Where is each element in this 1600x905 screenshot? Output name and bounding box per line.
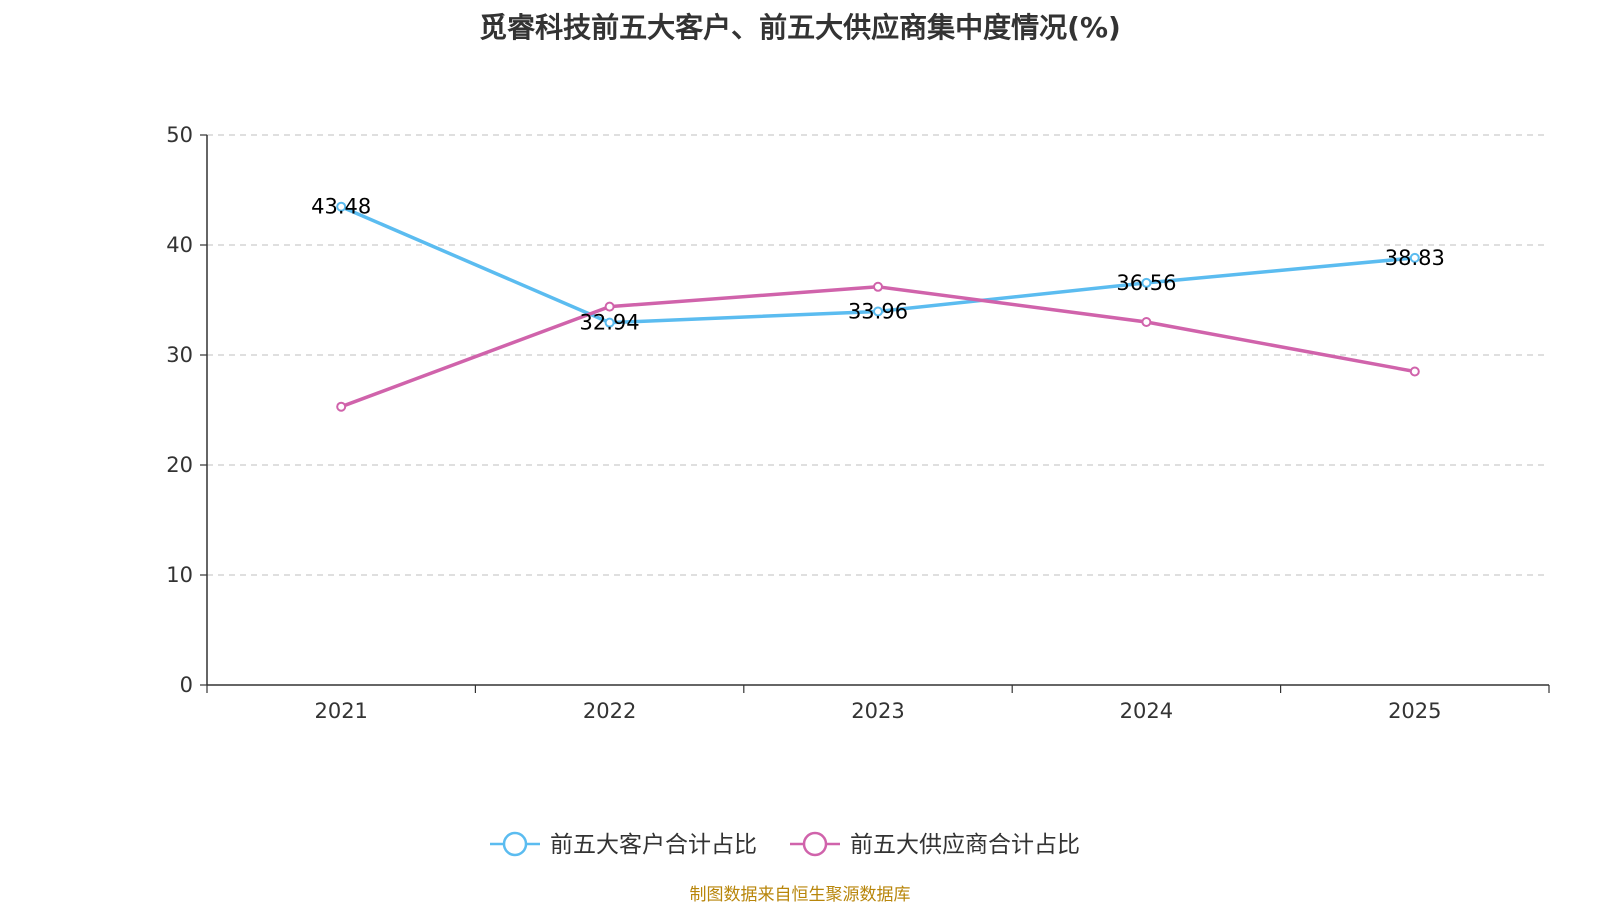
axes: 0 10 20 30 40 50 2021 2022 2023 2024 2025 [166,123,1550,723]
data-point-series2-2021[interactable] [336,401,347,412]
data-point-series2-2025[interactable] [1409,366,1420,377]
legend-marker-icon [502,831,528,857]
chart-title: 觅睿科技前五大客户、前五大供应商集中度情况(%) [479,11,1121,44]
grid-lines [207,134,1549,576]
data-label-2021: 43.48 [311,195,371,219]
data-label-2025: 38.83 [1385,246,1445,270]
x-tick-label-2021: 2021 [314,699,367,723]
data-point-series2-2023[interactable] [873,281,883,292]
data-point-series2-2024[interactable] [1141,317,1152,327]
source-note: 制图数据来自恒生聚源数据库 [689,885,911,905]
data-point-series1-2021[interactable] [336,201,347,212]
y-tick-label: 0 [180,673,193,697]
data-labels: 43.48 32.94 33.96 36.56 38.83 [311,195,1445,335]
data-point-series2-2022[interactable] [604,301,615,312]
data-point-series1-2023[interactable] [873,306,883,317]
legend[interactable]: 前五大客户合计占比 前五大供应商合计占比 [490,831,1080,858]
legend-item-2[interactable]: 前五大供应商合计占比 [790,831,1080,858]
data-label-2023: 33.96 [848,299,908,323]
legend-label: 前五大客户合计占比 [550,832,757,858]
data-point-series1-2025[interactable] [1409,252,1420,263]
x-tick-label-2025: 2025 [1388,699,1441,723]
legend-item-1[interactable]: 前五大客户合计占比 [490,831,757,858]
data-label-2024: 36.56 [1116,271,1176,295]
y-tick-label: 20 [166,453,193,477]
x-tick-label-2024: 2024 [1120,699,1173,723]
legend-label: 前五大供应商合计占比 [850,832,1080,858]
data-point-series1-2022[interactable] [604,317,615,328]
data-point-series1-2024[interactable] [1141,277,1152,288]
series-lines [336,201,1420,412]
y-tick-label: 50 [166,123,193,147]
legend-marker-icon [802,831,828,857]
x-tick-label-2022: 2022 [583,699,636,723]
y-tick-label: 40 [166,233,193,257]
y-tick-label: 10 [166,563,193,587]
data-label-2022: 32.94 [580,311,640,335]
x-tick-label-2023: 2023 [851,699,904,723]
y-tick-label: 30 [166,343,193,367]
